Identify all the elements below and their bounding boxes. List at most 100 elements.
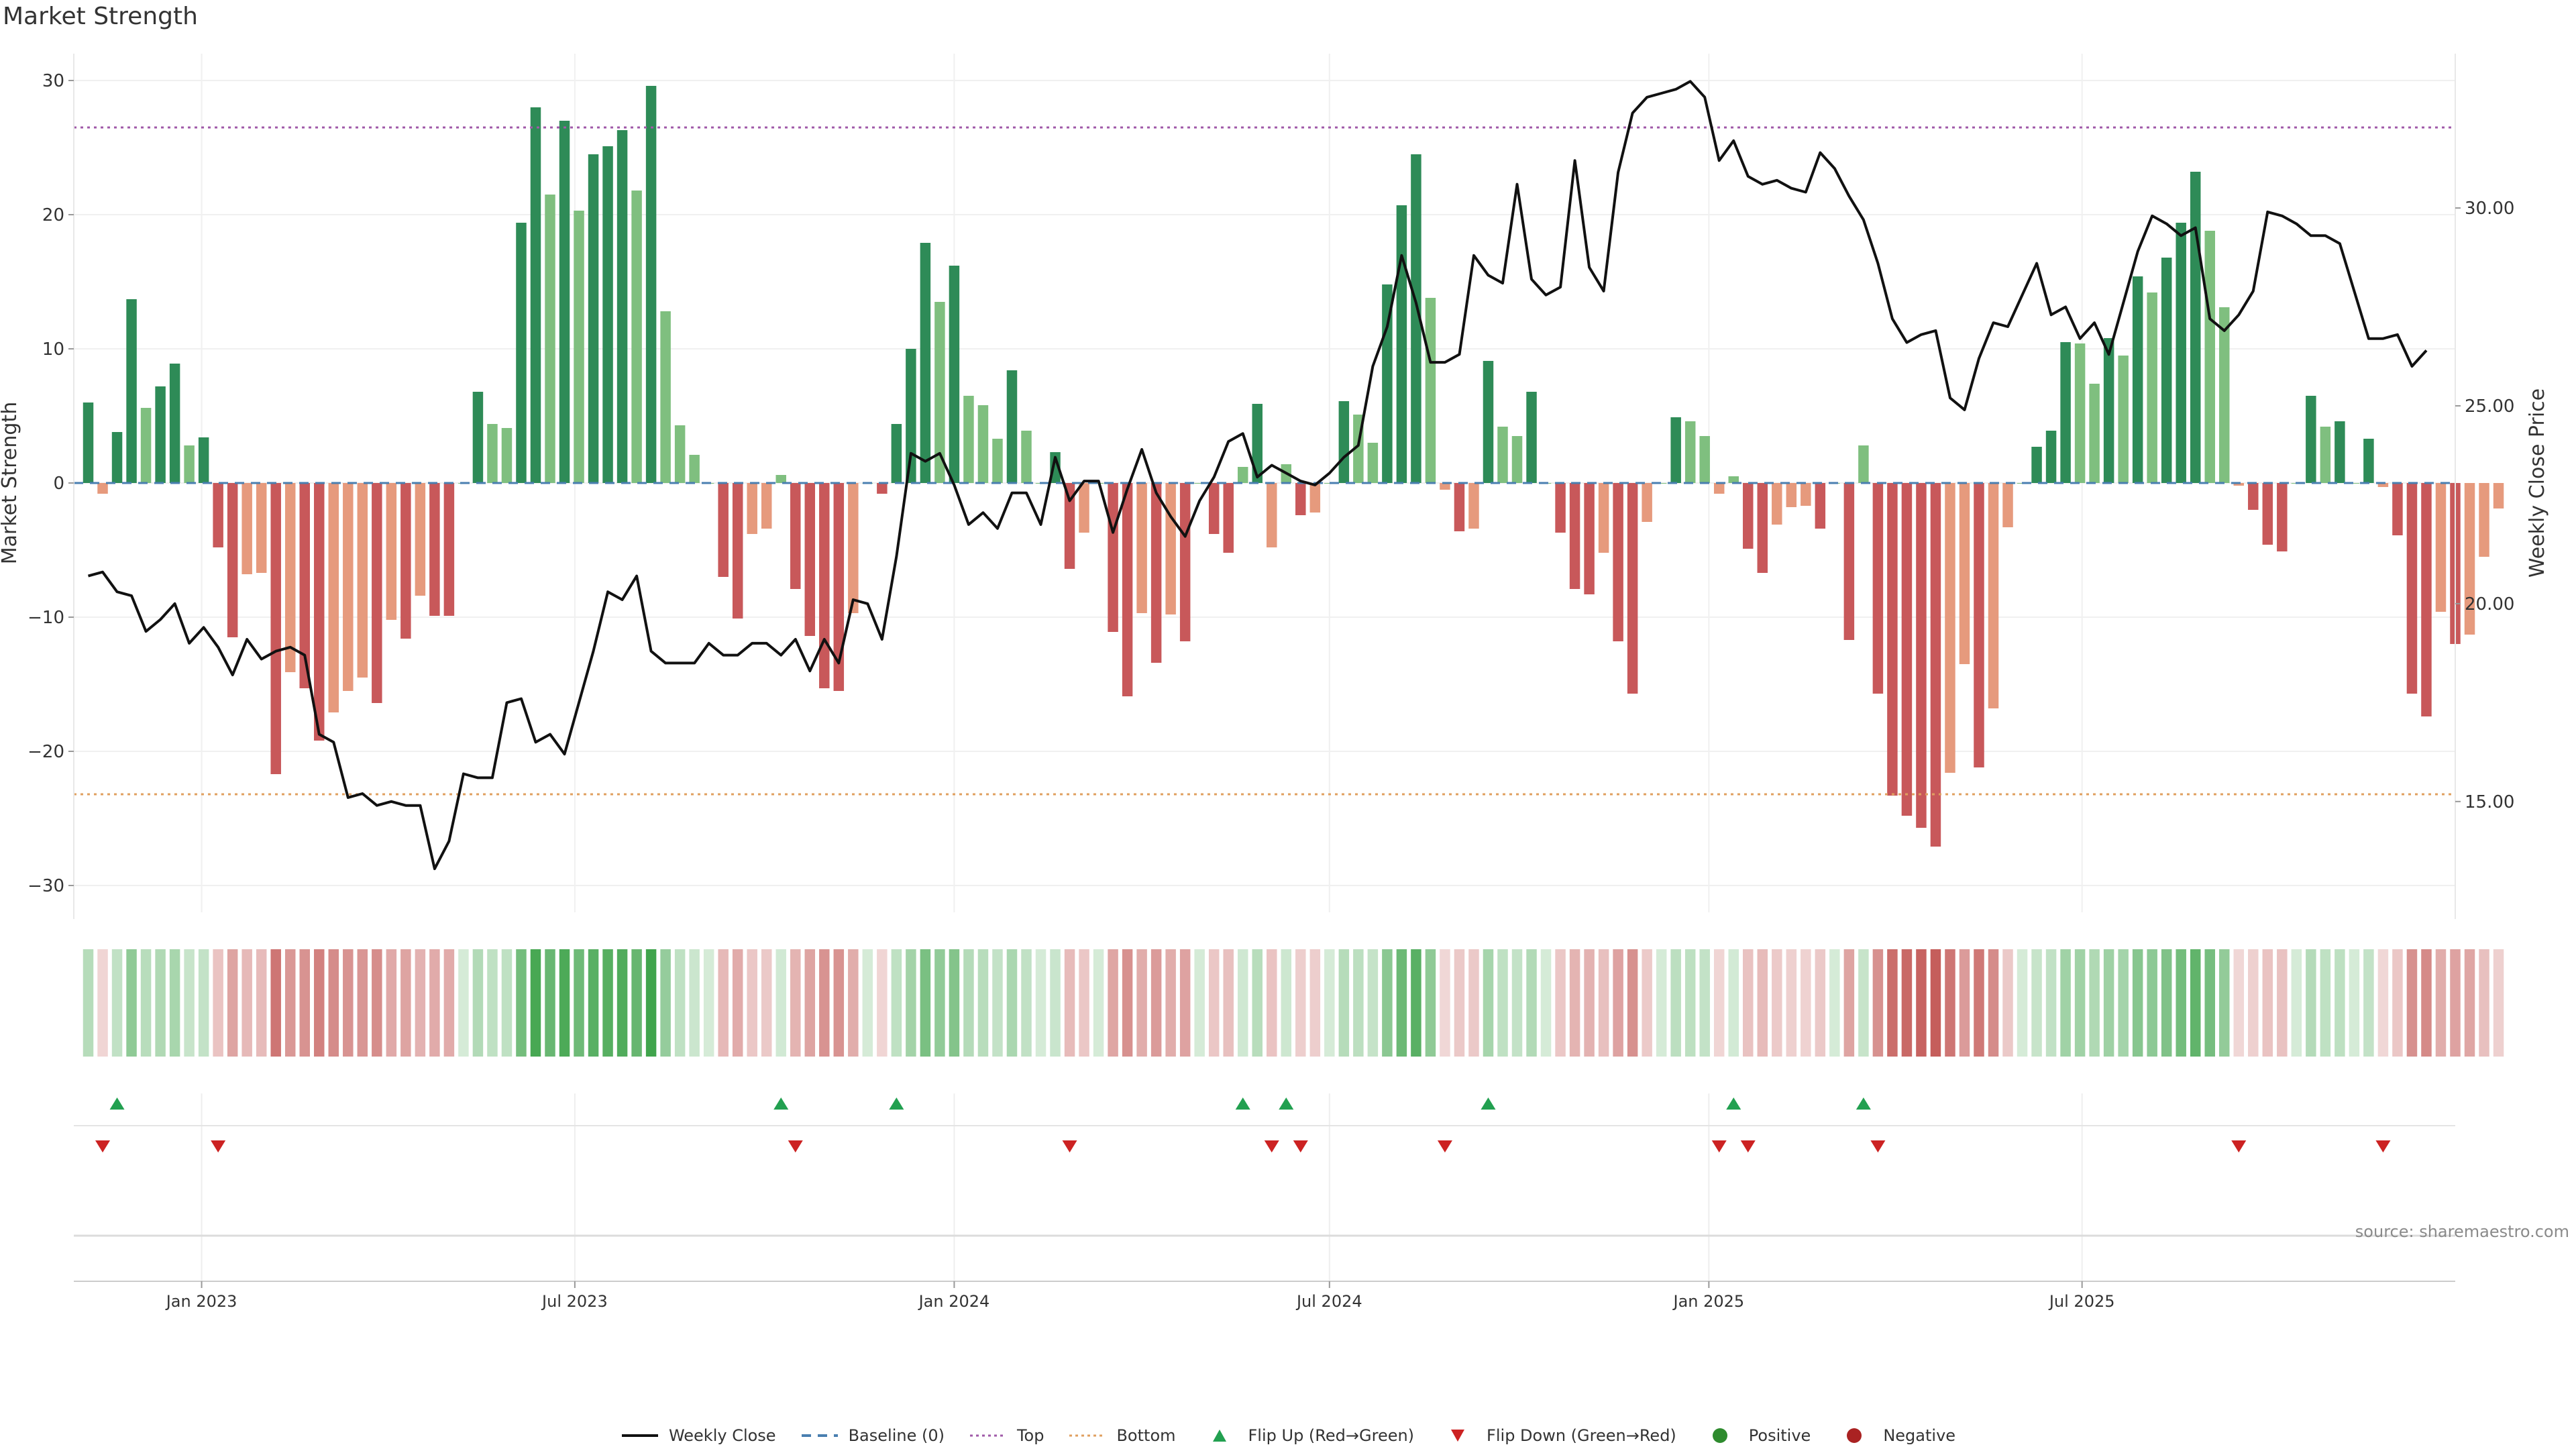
strength-bar: 2024-10-07: 6.8: [1526, 392, 1537, 483]
legend-label: Negative: [1883, 1426, 1956, 1445]
heat-cell: [616, 949, 628, 1057]
heat-cell: [1613, 949, 1623, 1057]
legend-item: Bottom: [1068, 1426, 1176, 1445]
strength-bar: 2025-01-27: -6.7: [1757, 483, 1768, 573]
heat-cell: [1540, 949, 1552, 1057]
strength-bar: 2024-11-25: -15.7: [1627, 483, 1638, 694]
flip-down-marker: [1437, 1140, 1452, 1152]
strength-bar: 2023-12-25: 13.5: [934, 302, 945, 483]
heat-cell: [1843, 949, 1855, 1057]
strength-bar: 2023-06-05: 19.4: [516, 223, 527, 483]
legend-item: Flip Up (Red→Green): [1200, 1426, 1414, 1445]
strength-bar: 2026-01-12: -5.5: [2479, 483, 2489, 557]
heat-cell: [1786, 949, 1797, 1057]
flip-up-marker: [1235, 1097, 1250, 1110]
strength-bar: 2023-11-27: -0.8: [877, 483, 888, 494]
y-tick-label: −20: [28, 742, 64, 762]
strength-bar: 2025-11-10: 0: [2349, 483, 2360, 484]
flip-down-marker: [788, 1140, 803, 1152]
x-tick-label: Jul 2025: [2048, 1292, 2115, 1311]
heat-cell: [1743, 949, 1754, 1057]
strength-bar: 2023-06-26: 27: [559, 121, 570, 483]
strength-bar: 2024-06-17: -2.4: [1295, 483, 1306, 515]
strength-bar: 2025-09-15: -0.2: [2233, 483, 2245, 486]
strength-bar: 2023-02-06: -21.7: [270, 483, 281, 774]
heat-cell: [1988, 949, 1999, 1057]
y2-tick-label: 25.00: [2465, 396, 2514, 417]
heat-cell: [2435, 949, 2447, 1057]
flip-up-marker: [1279, 1097, 1294, 1110]
heat-cell: [1699, 949, 1710, 1057]
strength-bar: 2024-03-18: -11.1: [1108, 483, 1118, 632]
strength-bar: 2025-09-01: 18.8: [2204, 231, 2215, 483]
strength-bar: 2025-07-21: 9.5: [2118, 356, 2129, 483]
flip-down-marker: [2231, 1140, 2247, 1152]
heat-cell: [819, 949, 830, 1057]
heat-cell: [833, 949, 845, 1057]
heat-cell: [1829, 949, 1840, 1057]
strength-bar: 2025-02-17: -1.7: [1801, 483, 1811, 506]
heat-cell: [775, 949, 786, 1057]
strength-bar: 2025-01-13: 0.5: [1728, 476, 1739, 483]
strength-bar: 2025-03-10: -11.7: [1843, 483, 1855, 640]
circle-icon: [1847, 1428, 1862, 1443]
strength-bar: 2023-03-13: -15.5: [343, 483, 354, 691]
strength-bar: 2024-04-15: -9.8: [1165, 483, 1176, 614]
strength-bar: 2025-04-07: -24.8: [1901, 483, 1913, 816]
strength-bar: 2025-01-06: -0.8: [1713, 483, 1725, 494]
heat-cell: [2363, 949, 2374, 1057]
heat-cell: [2002, 949, 2013, 1057]
heat-cell: [1713, 949, 1725, 1057]
heat-cell: [1367, 949, 1379, 1057]
strength-bar: 2023-03-27: -16.4: [372, 483, 382, 703]
heat-cell: [1728, 949, 1739, 1057]
heat-cell: [1324, 949, 1335, 1057]
heat-cell: [2493, 949, 2504, 1057]
strength-bar: 2023-08-28: 2.1: [689, 455, 700, 483]
heat-cell: [1122, 949, 1133, 1057]
strength-bar: 2025-11-17: 3.3: [2363, 439, 2374, 483]
triangle-up-icon: [1212, 1430, 1226, 1442]
strength-bar: 2025-05-12: -21.2: [1974, 483, 1984, 767]
heat-cell: [891, 949, 902, 1057]
x-tick-label: Jan 2024: [918, 1292, 990, 1311]
heat-cell: [689, 949, 700, 1057]
strength-bar: 2024-04-08: -13.4: [1150, 483, 1162, 663]
flip-up-marker: [1726, 1097, 1741, 1110]
strength-bar: 2024-08-26: -0.5: [1440, 483, 1450, 490]
heat-cell: [2406, 949, 2418, 1057]
heat-cell: [1093, 949, 1104, 1057]
strength-bar: 2025-09-22: -2: [2248, 483, 2259, 510]
heat-cell: [1267, 949, 1277, 1057]
heat-cell: [2233, 949, 2245, 1057]
dashed-line-icon: [801, 1434, 838, 1437]
heat-cell: [111, 949, 123, 1057]
triangle-down-icon: [1451, 1430, 1465, 1442]
heat-cell: [1916, 949, 1927, 1057]
y-tick-label: 10: [42, 339, 64, 360]
heat-cell: [241, 949, 252, 1057]
strength-bar: 2022-11-28: 13.7: [126, 299, 137, 483]
legend-label: Baseline (0): [848, 1426, 945, 1445]
heat-cell: [472, 949, 484, 1057]
strength-bar: 2025-05-05: -13.5: [1959, 483, 1970, 664]
heat-cell: [2464, 949, 2475, 1057]
strength-bar: 2025-11-03: 4.6: [2334, 421, 2345, 483]
strength-bar: 2024-01-29: 8.4: [1006, 370, 1018, 483]
strength-bar: 2024-12-02: -2.9: [1642, 483, 1652, 522]
heat-cell: [1050, 949, 1061, 1057]
heat-cell: [1237, 949, 1248, 1057]
strength-bar: 2023-12-04: 4.4: [891, 424, 902, 483]
heat-cell: [213, 949, 223, 1057]
strength-bar: 2022-12-05: 5.6: [140, 408, 152, 483]
strength-bar: 2025-07-14: 10.8: [2103, 338, 2114, 483]
heat-cell: [934, 949, 945, 1057]
heat-cell: [963, 949, 974, 1057]
strength-bar: 2023-09-11: -7: [718, 483, 729, 577]
strength-bar: 2023-04-24: -9.9: [429, 483, 440, 616]
flip-down-marker: [1293, 1140, 1308, 1152]
y-tick-label: 20: [42, 205, 64, 225]
heat-cell: [314, 949, 325, 1057]
heat-cell: [1382, 949, 1393, 1057]
heat-cell: [1309, 949, 1321, 1057]
